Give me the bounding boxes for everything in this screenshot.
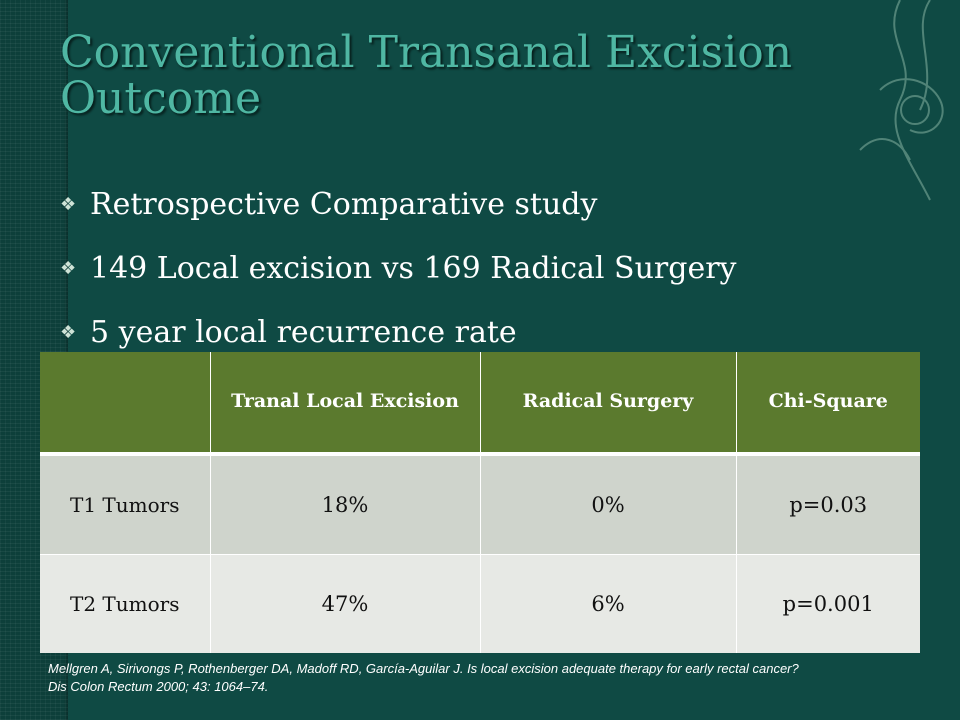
bullet-text: Retrospective Comparative study xyxy=(90,186,598,222)
diamond-bullet-icon: ❖ xyxy=(60,321,77,343)
slide-title: Conventional Transanal Excision Outcome xyxy=(60,27,793,125)
table-cell: 6% xyxy=(480,554,737,653)
bullet-text: 149 Local excision vs 169 Radical Surger… xyxy=(90,250,737,286)
table-cell: 47% xyxy=(210,554,481,653)
citation: Mellgren A, Sirivongs P, Rothenberger DA… xyxy=(48,660,948,696)
table-cell: T1 Tumors xyxy=(40,454,211,555)
table-header-cell: Radical Surgery xyxy=(480,352,737,456)
table-cell: T2 Tumors xyxy=(40,554,211,653)
bullet-item: ❖ Retrospective Comparative study xyxy=(60,172,880,236)
recurrence-table: Tranal Local Excision Radical Surgery Ch… xyxy=(40,352,920,653)
table-cell: p=0.03 xyxy=(736,454,920,555)
bullet-list: ❖ Retrospective Comparative study ❖ 149 … xyxy=(60,172,880,364)
bullet-item: ❖ 5 year local recurrence rate xyxy=(60,300,880,364)
table-cell: p=0.001 xyxy=(736,554,920,653)
citation-line-1: Mellgren A, Sirivongs P, Rothenberger DA… xyxy=(48,661,799,676)
diamond-bullet-icon: ❖ xyxy=(60,193,77,215)
floral-ornament-icon xyxy=(859,0,944,201)
citation-line-2: Dis Colon Rectum 2000; 43: 1064–74. xyxy=(48,679,269,695)
table-row: T2 Tumors 47% 6% p=0.001 xyxy=(40,554,920,653)
table-row: T1 Tumors 18% 0% p=0.03 xyxy=(40,454,920,555)
table-header-cell: Tranal Local Excision xyxy=(210,352,481,456)
table-header-cell xyxy=(40,352,211,456)
table-cell: 18% xyxy=(210,454,481,555)
diamond-bullet-icon: ❖ xyxy=(60,257,77,279)
table-header-cell: Chi-Square xyxy=(736,352,920,456)
table-header-row: Tranal Local Excision Radical Surgery Ch… xyxy=(40,352,920,456)
bullet-item: ❖ 149 Local excision vs 169 Radical Surg… xyxy=(60,236,880,300)
table-cell: 0% xyxy=(480,454,737,555)
bullet-text: 5 year local recurrence rate xyxy=(90,314,517,350)
